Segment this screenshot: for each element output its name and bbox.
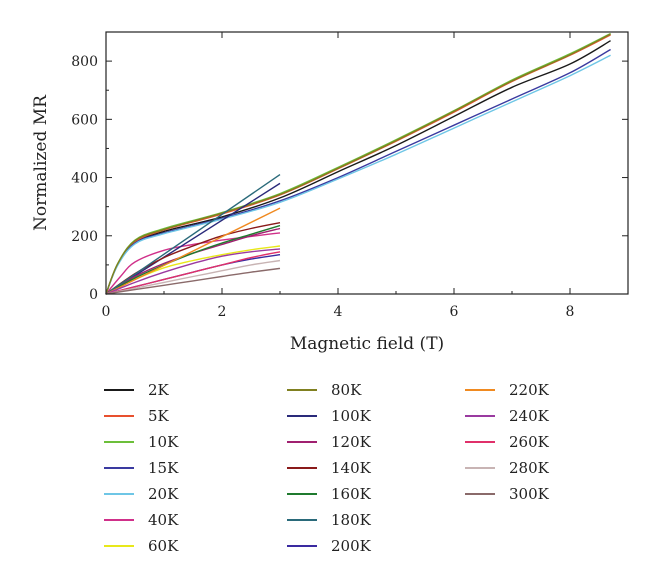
y-tick-label: 800 <box>71 54 98 70</box>
x-axis-title: Magnetic field (T) <box>290 334 444 354</box>
legend-item: 80K <box>287 381 362 399</box>
legend-label: 2K <box>148 381 170 399</box>
x-tick-label: 0 <box>102 304 111 320</box>
x-axis: 0 2 4 6 8 <box>102 32 575 320</box>
legend-label: 300K <box>509 485 550 503</box>
legend-label: 160K <box>331 485 372 503</box>
legend-label: 260K <box>509 433 550 451</box>
y-tick-label: 200 <box>71 229 98 245</box>
legend-label: 80K <box>331 381 362 399</box>
plot-frame <box>105 31 629 295</box>
legend-item: 160K <box>287 485 372 503</box>
legend-item: 60K <box>104 537 179 555</box>
legend-label: 280K <box>509 459 550 477</box>
y-tick-label: 600 <box>71 112 98 128</box>
y-axis-title: Normalized MR <box>31 94 51 231</box>
legend-item: 200K <box>287 537 372 555</box>
legend-item: 40K <box>104 511 179 529</box>
legend-item: 5K <box>104 407 170 425</box>
y-tick-label: 400 <box>71 171 98 187</box>
x-tick-label: 4 <box>334 304 343 320</box>
legend-item: 180K <box>287 511 372 529</box>
legend-label: 180K <box>331 511 372 529</box>
legend: 2K 5K 10K 15K 20K 40K 60K 80K 100K 120K 140K 160K 18… <box>104 381 550 555</box>
x-tick-label: 8 <box>566 304 575 320</box>
series-line-100k <box>105 182 281 295</box>
legend-label: 40K <box>148 511 179 529</box>
series-line-160k <box>105 224 281 295</box>
y-tick-label: 0 <box>89 287 98 303</box>
legend-item: 260K <box>465 433 550 451</box>
legend-label: 240K <box>509 407 550 425</box>
legend-item: 300K <box>465 485 550 503</box>
legend-label: 10K <box>148 433 179 451</box>
legend-label: 60K <box>148 537 179 555</box>
legend-item: 2K <box>104 381 170 399</box>
legend-item: 20K <box>104 485 179 503</box>
legend-item: 240K <box>465 407 550 425</box>
legend-label: 120K <box>331 433 372 451</box>
legend-label: 220K <box>509 381 550 399</box>
x-tick-label: 2 <box>218 304 227 320</box>
legend-label: 5K <box>148 407 170 425</box>
series-line-280k <box>105 259 281 295</box>
y-axis: 0 200 400 600 800 <box>71 54 628 303</box>
legend-label: 20K <box>148 485 179 503</box>
series-line-5k <box>105 34 611 295</box>
series-line-300k <box>105 267 281 295</box>
legend-label: 15K <box>148 459 179 477</box>
legend-item: 220K <box>465 381 550 399</box>
plot-area <box>105 32 611 295</box>
series-line-80k <box>105 33 611 295</box>
series-line-220k <box>105 207 281 295</box>
legend-item: 10K <box>104 433 179 451</box>
legend-item: 280K <box>465 459 550 477</box>
series-line-20k <box>105 54 611 295</box>
legend-label: 100K <box>331 407 372 425</box>
x-tick-label: 6 <box>450 304 459 320</box>
legend-item: 140K <box>287 459 372 477</box>
legend-item: 100K <box>287 407 372 425</box>
legend-item: 120K <box>287 433 372 451</box>
legend-item: 15K <box>104 459 179 477</box>
legend-label: 200K <box>331 537 372 555</box>
legend-label: 140K <box>331 459 372 477</box>
series-line-260k <box>105 251 281 295</box>
series-line-240k <box>105 248 281 295</box>
series-line-180k <box>105 174 281 295</box>
series-line-10k <box>105 32 611 295</box>
